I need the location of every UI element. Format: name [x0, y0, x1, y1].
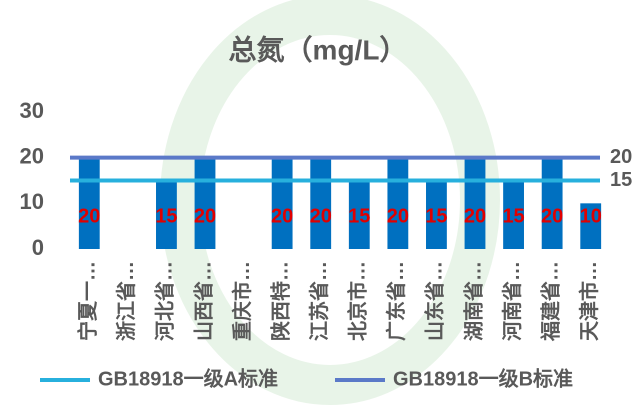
- x-tick-label: 宁夏一…: [76, 261, 100, 341]
- y-tick-label: 10: [20, 189, 44, 214]
- bar: [541, 157, 563, 249]
- x-tick-label: 河北省…: [154, 261, 177, 341]
- x-tick-label: 浙江省…: [114, 261, 138, 341]
- data-label: 20: [541, 205, 563, 227]
- x-tick-label: 山西省…: [192, 261, 215, 341]
- data-label: 15: [425, 205, 447, 227]
- x-tick-label: 广东省…: [384, 261, 408, 341]
- data-label: 15: [155, 205, 177, 227]
- legend-label: GB18918一级A标准: [98, 366, 278, 390]
- bar: [426, 180, 447, 249]
- x-tick-label: 陕西特…: [268, 261, 292, 341]
- bar: [503, 180, 524, 249]
- data-label: 20: [194, 205, 216, 227]
- bar: [156, 180, 177, 249]
- bar: [348, 180, 370, 249]
- bar: [271, 157, 293, 249]
- x-tick-label: 山东省…: [423, 261, 447, 341]
- chart-title: 总氮（mg/L）: [229, 33, 408, 65]
- data-label: 20: [387, 205, 409, 227]
- x-tick-label: 重庆市…: [230, 261, 254, 341]
- bar: [310, 157, 332, 249]
- bar: [580, 203, 602, 249]
- y-tick-label: 20: [20, 143, 44, 168]
- y-tick-label: 0: [32, 235, 44, 260]
- x-tick-label: 北京市…: [346, 261, 370, 341]
- data-label: 20: [271, 205, 293, 227]
- data-label: 20: [78, 205, 100, 227]
- x-tick-label: 江苏省…: [308, 261, 331, 341]
- data-label: 10: [580, 205, 602, 227]
- data-label: 20: [464, 205, 486, 227]
- bar: [387, 157, 409, 249]
- bar: [464, 157, 486, 249]
- data-label: 15: [502, 205, 524, 227]
- legend-label: GB18918一级B标准: [393, 366, 573, 390]
- x-tick-label: 河南省…: [501, 261, 524, 341]
- x-tick-label: 福建省…: [538, 261, 562, 342]
- reference-label: 15: [610, 169, 632, 191]
- x-tick-label: 天津市…: [577, 261, 601, 341]
- data-label: 15: [348, 205, 370, 227]
- bar: [78, 157, 100, 249]
- data-label: 20: [310, 205, 332, 227]
- x-tick-label: 湖南省…: [462, 261, 485, 341]
- reference-label: 20: [610, 146, 632, 168]
- bar: [194, 157, 216, 249]
- y-tick-label: 30: [20, 98, 44, 123]
